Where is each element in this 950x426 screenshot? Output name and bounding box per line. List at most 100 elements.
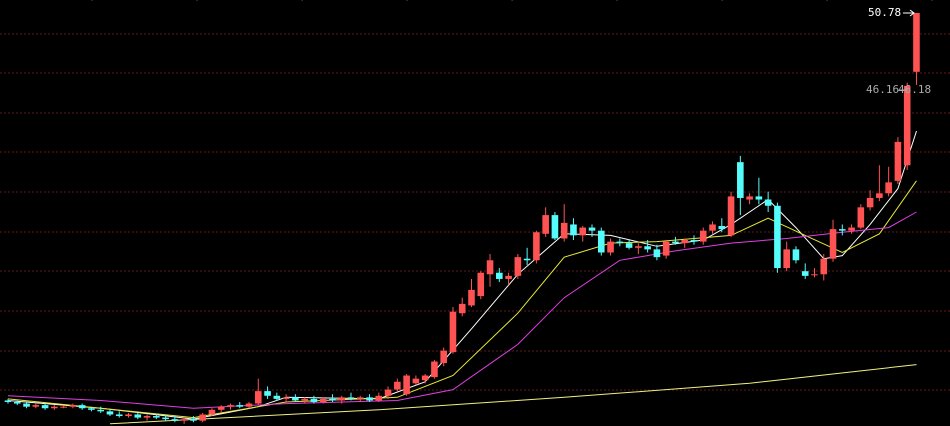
candle-body	[199, 414, 206, 421]
candle-body	[292, 397, 299, 401]
ma-line	[7, 130, 917, 420]
candle-body	[885, 182, 892, 194]
candle-body	[329, 398, 336, 401]
candle-body	[310, 398, 318, 403]
candle-body	[496, 272, 503, 279]
candle-body	[78, 405, 86, 409]
candle-body	[505, 275, 512, 279]
candle-body	[876, 193, 883, 198]
candle-body	[134, 414, 142, 418]
candle-body	[208, 409, 216, 415]
candle-body	[635, 246, 642, 248]
ma-line	[109, 364, 917, 425]
candle-body	[616, 241, 624, 244]
candle-body	[727, 196, 735, 236]
candle-body	[217, 406, 225, 410]
marker: *	[929, 0, 936, 7]
candle-body	[32, 405, 40, 407]
candle-body	[106, 411, 114, 415]
candle-body	[60, 406, 67, 408]
candle-body	[514, 257, 522, 276]
candle-body	[468, 289, 475, 306]
candle-body	[384, 389, 392, 396]
candle-body	[264, 391, 271, 396]
high-label: 50.78	[868, 6, 901, 19]
marker: *	[194, 0, 201, 7]
candle-body	[421, 375, 429, 381]
candle-body	[801, 271, 809, 276]
candle-body	[792, 249, 800, 261]
candle-body	[764, 199, 772, 206]
grid	[0, 33, 950, 391]
candle-body	[458, 303, 466, 314]
candle-body	[811, 274, 818, 276]
candle-body	[690, 240, 698, 242]
candle-body	[662, 241, 670, 256]
candle-body	[440, 350, 447, 364]
candle-body	[180, 419, 188, 421]
top-markers: * * * * * * * * *	[89, 0, 936, 7]
candle-body	[774, 205, 781, 269]
marker: *	[719, 0, 726, 7]
candle-body	[783, 249, 790, 269]
marker: *	[89, 0, 96, 7]
candle-body	[709, 224, 716, 231]
candle-body	[282, 397, 290, 399]
candle-body	[718, 226, 726, 230]
marker: *	[404, 0, 411, 7]
candle-body	[523, 258, 531, 261]
candle-body	[319, 398, 327, 403]
candle-body	[41, 405, 49, 409]
low-label: 46.16	[866, 83, 899, 96]
candle-body	[857, 207, 865, 228]
candle-body	[894, 141, 902, 181]
marker: *	[299, 0, 306, 7]
candle-body	[394, 381, 401, 390]
candle-body	[560, 222, 568, 239]
candle-body	[403, 375, 410, 395]
candle-body	[375, 395, 383, 401]
candle-body	[356, 397, 364, 399]
candle-body	[51, 406, 58, 409]
candle-body	[412, 378, 420, 384]
candle-body	[227, 405, 234, 407]
candle-body	[23, 403, 30, 407]
candle-body	[866, 197, 874, 208]
candle-body	[171, 419, 179, 421]
ma-line	[7, 211, 917, 409]
candle-body	[551, 215, 559, 239]
candle-body	[681, 240, 689, 244]
candle-body	[347, 397, 355, 399]
candle-body	[848, 227, 855, 231]
candle-body	[301, 398, 308, 401]
candle-body	[125, 414, 132, 417]
candle-body	[746, 196, 753, 200]
plot	[4, 12, 920, 425]
candle-body	[477, 272, 485, 297]
candle-body	[625, 243, 633, 248]
candle-body	[644, 246, 651, 250]
candle-body	[653, 249, 661, 258]
candle-body	[88, 408, 95, 410]
candle-body	[672, 241, 679, 244]
candle-body	[69, 405, 77, 407]
candle-body	[153, 416, 160, 418]
candle-body	[755, 196, 763, 200]
arrow	[903, 9, 915, 17]
candle-body	[431, 361, 438, 378]
candle-body	[486, 260, 494, 275]
candle-body	[97, 409, 104, 412]
candle-body	[579, 227, 587, 236]
candle-body	[245, 403, 253, 407]
candle-body	[366, 397, 373, 401]
candle-body	[607, 241, 614, 253]
candle-body	[588, 227, 596, 231]
candle-body	[533, 232, 540, 261]
marker: *	[614, 0, 621, 7]
candle-body	[820, 258, 828, 275]
candle-body	[570, 224, 577, 236]
candle-body	[737, 162, 744, 198]
candle-body	[542, 215, 549, 234]
candle-body	[449, 311, 457, 353]
